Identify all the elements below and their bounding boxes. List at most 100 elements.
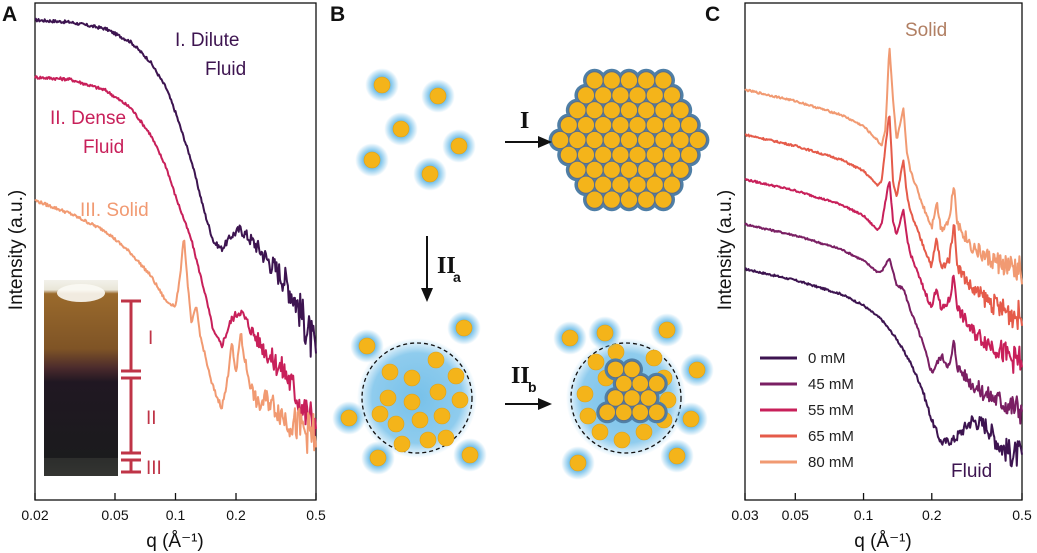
arrow-path-i: I	[505, 108, 552, 148]
crystal-particle	[671, 130, 690, 150]
crystal-particle	[619, 101, 639, 120]
particle	[403, 393, 421, 411]
phase-brackets	[121, 299, 141, 474]
crystal-particle	[671, 101, 690, 120]
crystal-particle	[585, 130, 604, 150]
particle	[455, 319, 473, 337]
crystal-particle	[576, 145, 596, 164]
particle	[371, 405, 389, 423]
crystal-particle	[680, 116, 699, 135]
crystal-particle	[637, 130, 656, 150]
crystal-particle	[594, 86, 613, 105]
series-line-65-mm	[744, 115, 1023, 330]
crystal-particle	[654, 71, 673, 90]
nucleus-particle	[606, 360, 625, 379]
nucleus-particle	[631, 403, 650, 422]
particle	[591, 423, 609, 441]
arrow-iib-label: II	[511, 363, 530, 389]
label-solid-top: Solid	[905, 20, 947, 41]
panel-c-curves	[744, 47, 1023, 468]
particle	[411, 411, 429, 429]
crystal-particle	[637, 160, 656, 179]
particle	[659, 391, 677, 409]
crystal-particle	[559, 116, 578, 135]
particle	[419, 431, 437, 449]
particle	[447, 367, 465, 385]
nucleus-boundary	[570, 342, 682, 454]
particle	[427, 351, 445, 369]
panel-a-ylabel: Intensity (a.u.)	[6, 190, 27, 310]
x-tick-label: 0.02	[21, 507, 48, 523]
crystal-particle	[688, 130, 707, 150]
panel-a-x-axis: 0.02 0.05 0.1 0.2 0.5	[21, 493, 326, 523]
crystal-particle	[611, 145, 630, 164]
particle	[576, 385, 594, 403]
particle	[587, 353, 605, 371]
crystal-particle	[619, 190, 639, 209]
hexagonal-crystal	[548, 68, 710, 212]
label-dilute-line2: Fluid	[205, 59, 246, 80]
particle	[381, 363, 399, 381]
particle	[579, 407, 597, 425]
crystal-particle	[637, 190, 656, 209]
crystal-particle	[594, 145, 613, 164]
crystal-particle	[602, 130, 621, 150]
crystal-particle	[637, 101, 656, 120]
arrow-path-iia: II a	[421, 236, 461, 302]
crystal-particle	[645, 86, 664, 105]
x-tick-label: 0.1	[166, 507, 186, 523]
label-dense-line1: II. Dense	[50, 108, 126, 129]
crystal-particle	[628, 116, 647, 135]
particle	[429, 87, 447, 105]
crystal-particle	[662, 86, 682, 105]
particle	[450, 137, 468, 155]
crystal-particle	[628, 175, 647, 194]
nucleus-particle	[614, 374, 633, 393]
particle	[358, 337, 376, 355]
panel-a-label: A	[2, 3, 17, 26]
crystal-particle	[611, 116, 630, 135]
panel-a-curves	[34, 17, 317, 454]
particle	[569, 454, 587, 472]
particle	[379, 389, 397, 407]
crystal-particle	[654, 160, 673, 179]
label-solid: III. Solid	[80, 200, 149, 221]
legend-label: 55 mM	[808, 402, 854, 419]
particle	[658, 321, 676, 339]
legend-label: 45 mM	[808, 376, 854, 393]
crystal-particle	[559, 145, 578, 164]
crystal-particle	[585, 101, 604, 120]
crystal-particle	[619, 160, 639, 179]
particle	[403, 369, 421, 387]
label-fluid-bottom: Fluid	[951, 461, 992, 482]
legend-label: 0 mM	[808, 350, 846, 367]
particle	[433, 407, 451, 425]
x-tick-label: 0.5	[1012, 507, 1032, 523]
series-line-iii-solid	[34, 199, 317, 454]
crystal-particle	[662, 116, 682, 135]
crystal-particle	[637, 71, 656, 90]
dense-boundary	[361, 342, 473, 454]
particle	[392, 120, 410, 138]
particle	[668, 447, 686, 465]
crystal-particle	[576, 116, 596, 135]
label-dense-line2: Fluid	[83, 137, 124, 158]
particle	[613, 431, 631, 449]
crystal-particle	[602, 160, 621, 179]
crystal-particle	[585, 71, 604, 90]
x-tick-label: 0.2	[226, 507, 246, 523]
crystal-particle	[628, 86, 647, 105]
arrow-iia-label: II	[437, 253, 456, 279]
panel-a-xlabel: q (Å⁻¹)	[146, 531, 204, 552]
series-line-45-mm	[744, 222, 1023, 425]
panel-c-frame	[744, 2, 1023, 501]
nucleus-particle	[639, 389, 658, 407]
crystal-particle	[585, 190, 604, 209]
series-line-0-mm	[744, 267, 1023, 468]
x-tick-label: 0.2	[922, 507, 942, 523]
panel-c-legend: 0 mM 45 mM 55 mM 65 mM 80 mM	[760, 350, 854, 471]
x-tick-label: 0.03	[731, 507, 758, 523]
particle	[596, 324, 614, 342]
crystal-particle	[671, 160, 690, 179]
